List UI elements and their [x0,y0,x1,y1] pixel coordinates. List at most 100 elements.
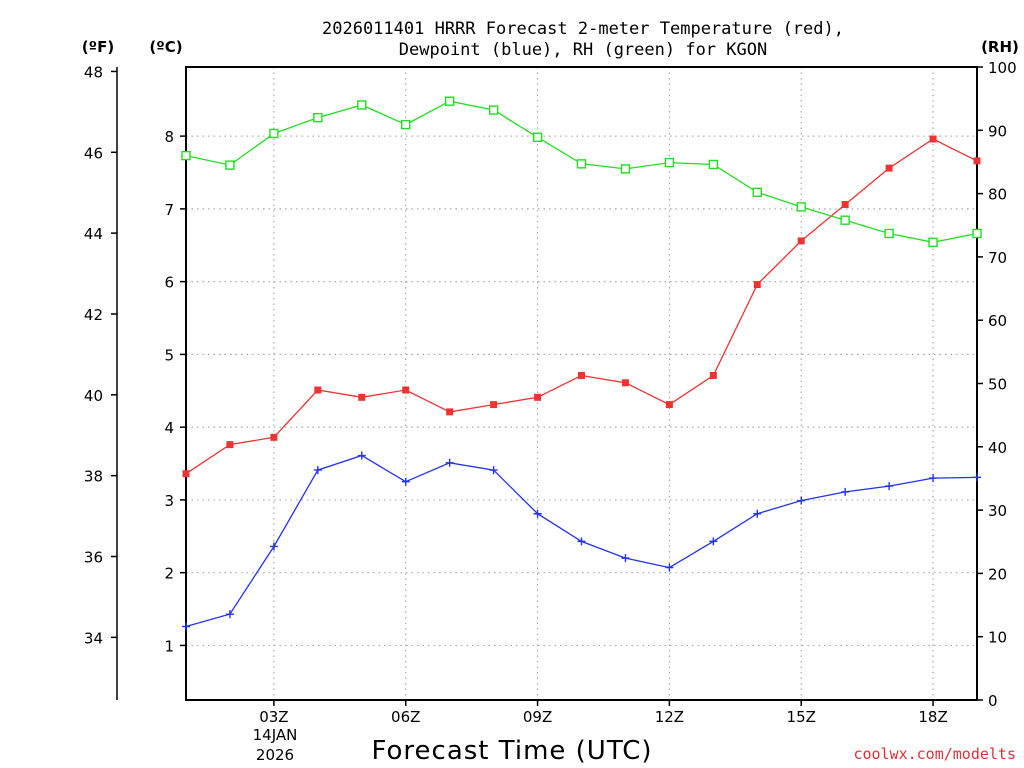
temperature-point [797,237,805,245]
chart-title-line2: Dewpoint (blue), RH (green) for KGON [399,40,767,60]
dewpoint-point [885,482,894,491]
dewpoint-point [357,451,366,460]
temperature-line [185,138,978,475]
rh-tick-label: 0 [988,692,998,710]
rh-point [401,119,411,130]
rh-point [972,228,982,239]
fahrenheit-tick-label: 42 [84,306,103,324]
fahrenheit-tick-label: 48 [84,63,103,81]
rh-point [884,228,894,239]
fahrenheit-unit-label: (ºF) [82,38,114,56]
grid [186,67,977,700]
temperature-point [709,371,717,379]
dewpoint-point [797,496,806,505]
dewpoint-point [269,542,278,551]
dewpoint-point [445,458,454,467]
fahrenheit-tick-label: 34 [84,629,103,647]
celsius-tick-label: 3 [164,492,174,510]
fahrenheit-tick-label: 44 [84,225,103,243]
rh-tick-label: 50 [988,376,1007,394]
rh-tick-label: 90 [988,122,1007,140]
fahrenheit-tick-label: 38 [84,468,103,486]
rh-point [664,157,675,168]
rh-tick-label: 40 [988,439,1007,457]
fahrenheit-tick-label: 36 [84,549,103,567]
rh-tick-label: 30 [988,502,1007,520]
dewpoint-point [973,473,981,482]
rh-point [840,215,850,225]
axes: 3436384042444648123456780102030405060708… [84,59,1017,726]
dewpoint-point [401,477,410,486]
date-label-year: 2026 [256,746,294,764]
rh-point [488,105,499,115]
temperature-point [490,401,498,409]
rh-point [752,187,762,198]
temperature-point [753,281,761,289]
celsius-tick-label: 2 [164,565,174,583]
temperature-point [929,135,937,143]
x-tick-label: 06Z [391,708,420,726]
x-axis-label: Forecast Time (UTC) [371,736,652,766]
rh-point [444,96,455,106]
temperature-point [885,164,893,172]
temperature-point [226,441,234,449]
temperature-point [358,393,366,401]
dewpoint-point [533,509,542,518]
rh-point [576,159,587,169]
rh-point [313,112,323,123]
rh-point [225,160,235,170]
x-tick-label: 15Z [787,708,816,726]
temperature-point [314,386,322,394]
x-tick-label: 03Z [259,708,288,726]
dewpoint-point [225,610,234,619]
rh-tick-label: 70 [988,249,1007,267]
rh-point [796,202,806,212]
x-tick-label: 09Z [523,708,552,726]
celsius-tick-label: 1 [164,637,174,655]
temperature-point [973,157,981,165]
dewpoint-point [182,622,190,631]
celsius-tick-label: 7 [164,201,174,219]
source-credit: coolwx.com/modelts [853,745,1016,763]
temperature-point [534,393,542,401]
rh-tick-label: 80 [988,186,1007,204]
rh-point [357,100,367,110]
dewpoint-point [841,487,850,496]
rh-point [620,164,631,174]
dewpoint-point [577,537,586,546]
dewpoint-point [709,537,718,546]
temperature-point [446,408,454,416]
x-tick-label: 12Z [655,708,684,726]
celsius-tick-label: 4 [164,419,174,437]
temperature-point [578,371,585,379]
dewpoint-point [665,563,674,572]
dewpoint-point [621,554,630,563]
dewpoint-point [313,466,322,475]
celsius-tick-label: 8 [164,128,174,146]
celsius-tick-label: 6 [164,274,174,292]
rh-tick-label: 60 [988,312,1007,330]
rh-line [185,100,978,243]
temperature-point [665,401,673,409]
temperature-point [402,386,410,394]
temperature-point [621,379,629,387]
rh-point [181,150,191,161]
temperature-point [841,201,849,209]
date-label-day: 14JAN [253,726,298,744]
dewpoint-point [753,509,762,518]
dewpoint-point [489,466,498,475]
celsius-unit-label: (ºC) [149,38,182,56]
rh-point [269,128,279,139]
fahrenheit-tick-label: 46 [84,144,103,162]
rh-point [928,237,938,248]
data-series [181,96,982,631]
fahrenheit-tick-label: 40 [84,387,103,405]
rh-tick-label: 100 [988,59,1017,77]
temperature-point [182,470,190,478]
x-tick-label: 18Z [918,708,947,726]
dewpoint-point [929,474,938,483]
chart-title-line1: 2026011401 HRRR Forecast 2-meter Tempera… [322,19,844,39]
rh-tick-label: 20 [988,565,1007,583]
temperature-point [270,433,278,441]
